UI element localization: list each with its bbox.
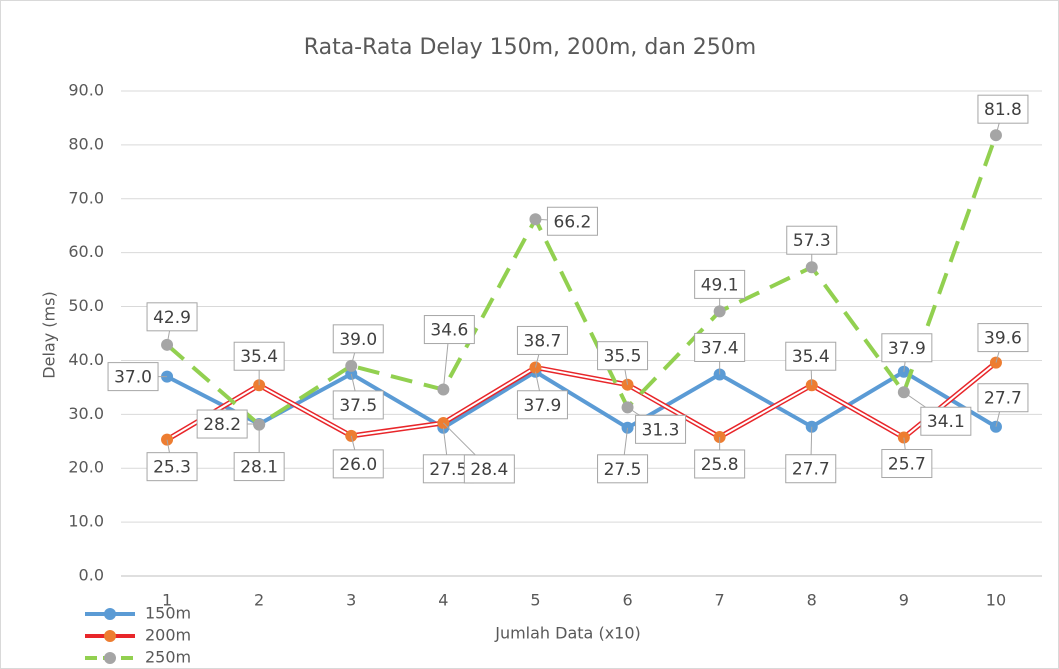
y-tick-label: 30.0 — [68, 404, 104, 423]
y-tick-label: 0.0 — [79, 566, 104, 585]
data-label: 35.5 — [604, 347, 642, 367]
y-tick-label: 50.0 — [68, 296, 104, 315]
x-tick-label: 6 — [622, 591, 632, 610]
series-line — [166, 369, 997, 431]
data-label: 27.5 — [429, 460, 467, 480]
data-label: 27.7 — [984, 389, 1022, 409]
data-label-box — [146, 452, 198, 482]
x-tick-label: 2 — [254, 591, 264, 610]
data-label: 28.2 — [203, 415, 241, 435]
data-label-box — [694, 449, 746, 479]
x-tick-label: 3 — [346, 591, 356, 610]
data-label: 49.1 — [701, 275, 739, 295]
data-label: 28.4 — [470, 460, 508, 480]
data-label-box — [233, 452, 285, 482]
data-label: 42.9 — [153, 308, 191, 328]
data-label-box — [977, 323, 1029, 353]
legend-marker — [104, 608, 116, 620]
data-label: 27.7 — [792, 460, 830, 480]
data-label: 39.6 — [984, 329, 1022, 349]
data-label: 31.3 — [642, 420, 680, 440]
data-label-box — [516, 390, 568, 420]
x-tick-label: 5 — [530, 591, 540, 610]
data-label-box — [977, 383, 1029, 413]
y-tick-label: 70.0 — [68, 188, 104, 207]
data-label: 37.9 — [888, 339, 926, 359]
x-axis-label: Jumlah Data (x10) — [494, 624, 641, 643]
legend-marker — [104, 630, 116, 642]
data-label-box — [146, 302, 198, 332]
data-label-box — [785, 454, 837, 484]
data-label: 25.3 — [153, 458, 191, 478]
data-label-box — [516, 325, 568, 355]
data-label: 39.0 — [339, 330, 377, 350]
data-label-box — [463, 454, 515, 484]
data-label-box — [546, 206, 598, 236]
x-tick-label: 1 — [162, 591, 172, 610]
data-label: 26.0 — [339, 455, 377, 475]
data-label: 37.5 — [339, 396, 377, 416]
data-label-box — [196, 409, 248, 439]
data-label-box — [635, 414, 687, 444]
x-tick-label: 9 — [899, 591, 909, 610]
data-label: 25.7 — [888, 455, 926, 475]
data-label-box — [694, 269, 746, 299]
y-tick-label: 80.0 — [68, 134, 104, 153]
data-label: 81.8 — [984, 100, 1022, 120]
data-label-box — [107, 362, 159, 392]
data-label-box — [597, 454, 649, 484]
data-label: 37.4 — [701, 338, 739, 358]
data-label-box — [881, 333, 933, 363]
data-label: 38.7 — [524, 331, 562, 351]
legend-label: 200m — [145, 626, 191, 645]
legend-marker — [104, 652, 116, 664]
series-line-inner — [166, 361, 997, 441]
data-label: 35.4 — [792, 347, 830, 367]
y-tick-label: 40.0 — [68, 350, 104, 369]
y-tick-label: 60.0 — [68, 242, 104, 261]
data-label: 34.1 — [927, 412, 965, 432]
chart-title: Rata-Rata Delay 150m, 200m, dan 250m — [304, 35, 756, 60]
data-label: 27.5 — [604, 460, 642, 480]
data-label-box — [332, 390, 384, 420]
data-label: 35.4 — [240, 347, 278, 367]
data-label: 25.8 — [701, 455, 739, 475]
data-label-box — [233, 341, 285, 371]
x-tick-label: 4 — [438, 591, 448, 610]
legend-label: 250m — [145, 648, 191, 667]
x-tick-label: 10 — [986, 591, 1006, 610]
data-label-box — [332, 449, 384, 479]
data-label: 66.2 — [554, 212, 592, 232]
y-axis-label: Delay (ms) — [40, 291, 59, 378]
x-tick-label: 8 — [807, 591, 817, 610]
data-label-box — [920, 406, 972, 436]
data-label-box — [332, 324, 384, 354]
data-label-box — [786, 225, 838, 255]
data-label-box — [977, 94, 1029, 124]
data-label: 37.0 — [114, 368, 152, 388]
data-label-box — [423, 315, 475, 345]
data-label: 28.1 — [240, 458, 278, 478]
legend-label: 150m — [145, 604, 191, 623]
data-label-box — [881, 449, 933, 479]
y-tick-label: 10.0 — [68, 512, 104, 531]
series-line — [165, 134, 998, 428]
data-label: 57.3 — [793, 231, 831, 251]
data-label: 34.6 — [430, 321, 468, 341]
data-label-box — [597, 341, 649, 371]
data-label-box — [785, 341, 837, 371]
data-label-box — [694, 332, 746, 362]
x-tick-label: 7 — [715, 591, 725, 610]
y-tick-label: 20.0 — [68, 458, 104, 477]
data-label: 37.9 — [524, 396, 562, 416]
y-tick-label: 90.0 — [68, 81, 104, 100]
